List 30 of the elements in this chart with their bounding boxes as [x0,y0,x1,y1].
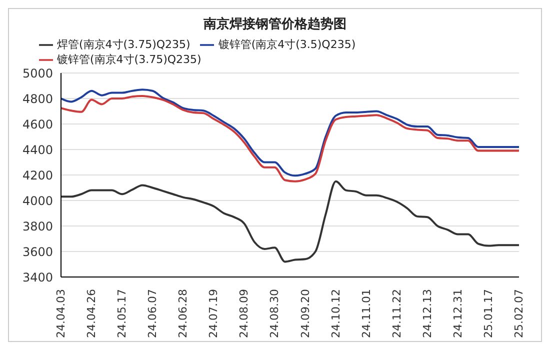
line-series [61,180,519,263]
y-tick-label: 4800 [22,92,53,106]
y-tick-label: 3800 [22,219,53,234]
x-tick-label: 24.09.20 [298,289,312,338]
x-tick-label: 24.11.01 [360,289,373,338]
y-tick-label: 4400 [22,142,53,157]
legend-label: 焊管(南京4寸(3.75)Q235) [57,38,190,51]
y-tick-label: 3400 [22,270,53,284]
y-tick-label: 5000 [22,66,53,80]
x-tick-label: 24.12.13 [420,289,434,338]
x-tick-label: 24.05.17 [116,289,129,338]
legend-label: 镀锌管(南京4寸(3.75)Q235) [57,53,202,66]
x-tick-label: 25.01.17 [482,289,495,338]
x-tick-label: 24.12.31 [451,289,464,338]
x-tick-label: 24.11.22 [390,289,404,338]
x-tick-label: 24.10.12 [329,289,342,338]
x-tick-label: 24.08.30 [268,289,282,338]
x-tick-label: 25.02.07 [512,289,526,338]
y-tick-label: 4600 [22,117,53,132]
y-tick-label: 4000 [22,194,53,208]
x-tick-label: 24.06.07 [146,289,160,338]
x-tick-label: 24.08.09 [238,289,251,338]
x-tick-label: 24.07.19 [207,289,220,338]
y-tick-label: 4200 [22,168,53,182]
x-tick-label: 24.04.26 [85,289,98,338]
y-tick-label: 3600 [22,244,53,259]
chart-title: 南京焊接钢管价格趋势图 [202,16,348,33]
legend-label: 镀锌管(南京4寸(3.5)Q235) [218,38,356,51]
x-tick-label: 24.04.03 [54,289,68,338]
x-tick-label: 24.06.28 [176,289,190,338]
